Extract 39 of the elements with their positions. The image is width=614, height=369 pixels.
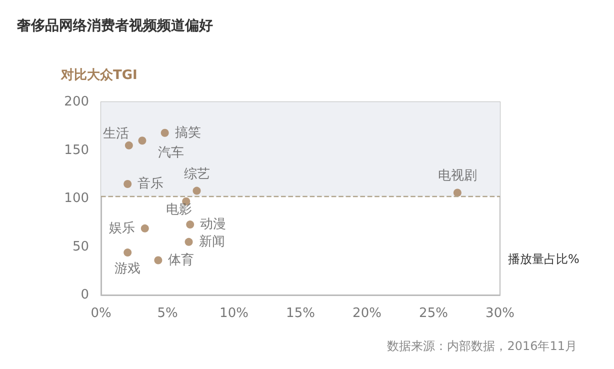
source-note: 数据来源：内部数据，2016年11月 <box>387 339 578 353</box>
series-label: 游戏 <box>114 262 141 277</box>
y-axis-title: 对比大众TGI <box>60 68 138 83</box>
x-tick-label: 5% <box>157 306 178 321</box>
point <box>154 256 162 264</box>
series-label: 电视剧 <box>438 168 477 184</box>
x-tick-label: 25% <box>419 306 448 321</box>
y-tick-label: 200 <box>64 94 89 110</box>
series-label: 生活 <box>102 126 129 142</box>
series-label: 综艺 <box>184 166 210 182</box>
point <box>186 220 194 229</box>
y-tick-label: 50 <box>72 239 89 254</box>
x-tick-label: 15% <box>286 306 315 321</box>
point <box>184 238 193 246</box>
y-tick-label: 150 <box>64 142 89 158</box>
x-tick-label: 10% <box>220 306 248 321</box>
series-label: 体育 <box>168 252 194 268</box>
point <box>124 180 132 188</box>
y-tick-label: 0 <box>80 288 89 302</box>
series-label: 电影 <box>166 202 192 218</box>
point <box>140 224 149 232</box>
point <box>192 186 201 195</box>
series-label: 汽车 <box>158 146 184 161</box>
series-label: 音乐 <box>138 176 164 192</box>
y-tick-label: 100 <box>64 191 89 206</box>
series-label: 新闻 <box>198 234 225 250</box>
x-axis-title: 播放量占比% <box>508 252 580 266</box>
point <box>124 248 132 257</box>
x-tick-label: 30% <box>486 306 514 321</box>
x-tick-label: 20% <box>352 306 382 321</box>
x-tick-label: 0% <box>90 306 112 321</box>
point <box>138 136 146 145</box>
point <box>453 188 462 197</box>
point <box>124 141 133 150</box>
series-label: 搞笑 <box>174 125 201 140</box>
point <box>160 128 169 137</box>
series-label: 娱乐 <box>108 220 135 236</box>
chart-title: 奢侈品网络消费者视频频道偏好 <box>16 17 213 34</box>
series-label: 动漫 <box>200 217 226 232</box>
